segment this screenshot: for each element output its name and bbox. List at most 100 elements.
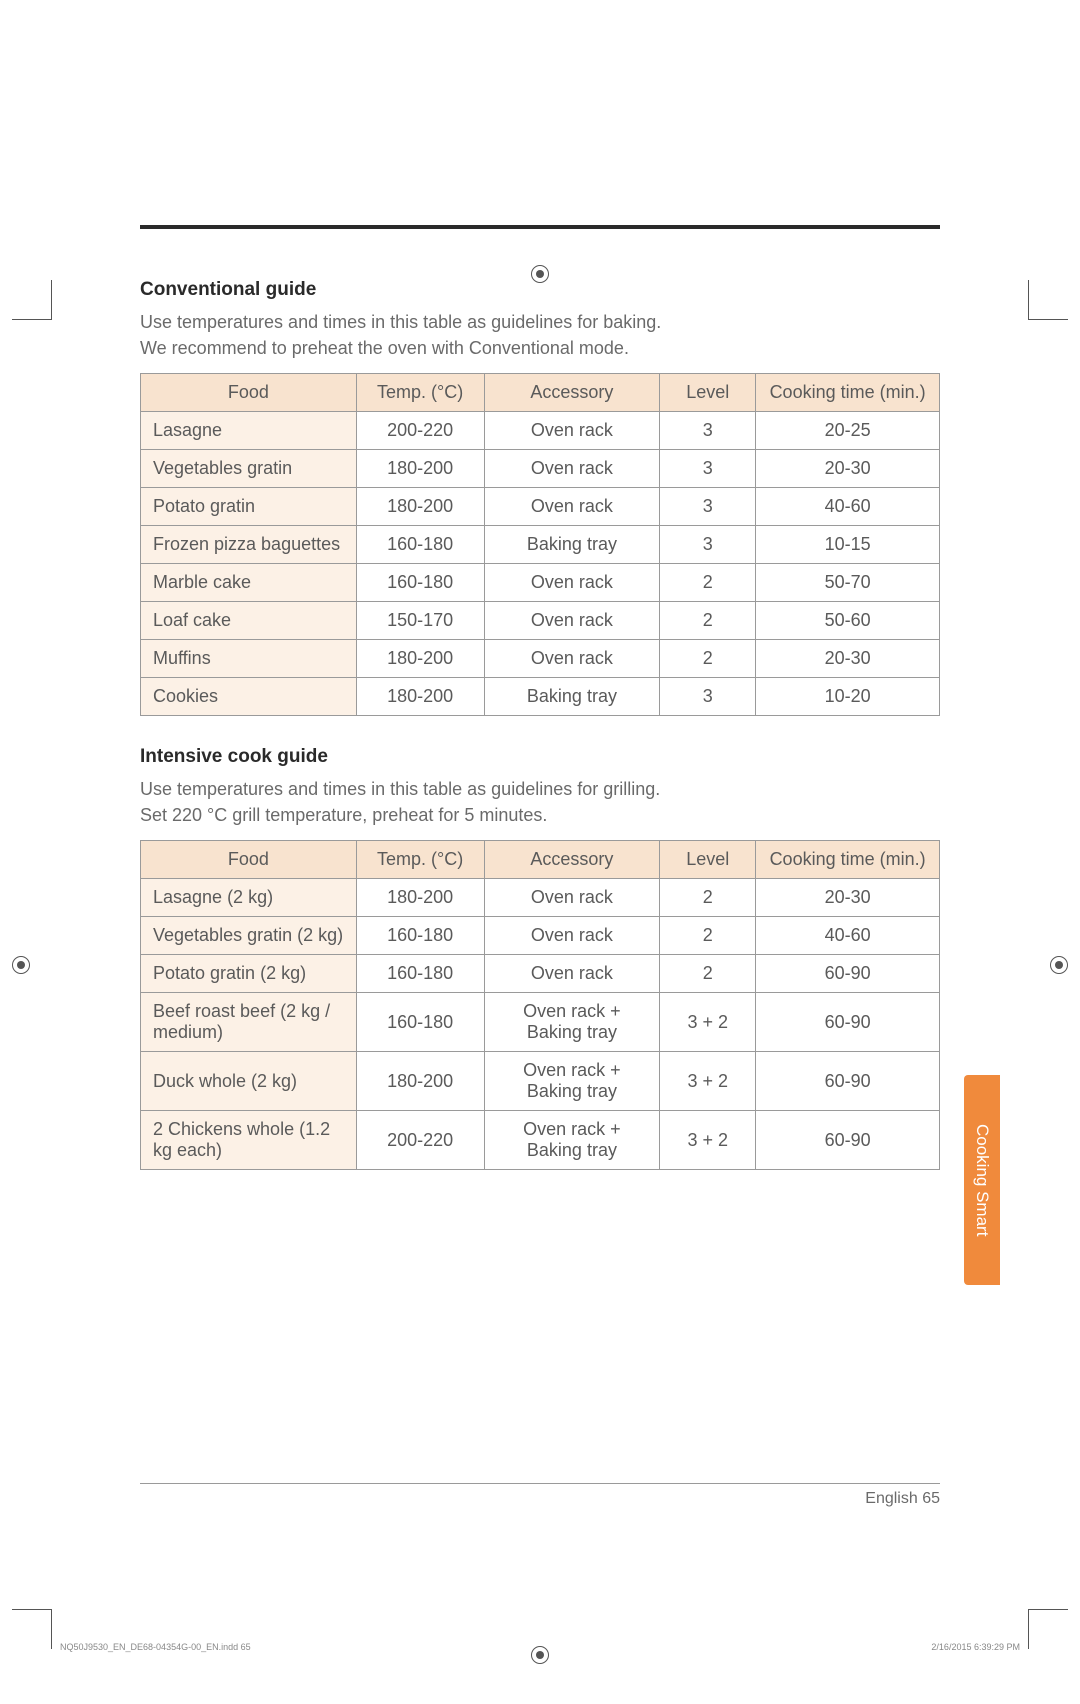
- registration-mark-bottom: [531, 1646, 549, 1664]
- registration-mark-right: [1050, 956, 1068, 974]
- cell-level: 3: [660, 450, 756, 488]
- cell-temp: 180-200: [356, 640, 484, 678]
- table-row: 2 Chickens whole (1.2 kg each)200-220Ove…: [141, 1111, 940, 1170]
- col-level: Level: [660, 841, 756, 879]
- intensive-table: Food Temp. (°C) Accessory Level Cooking …: [140, 840, 940, 1170]
- cell-time: 20-25: [756, 412, 940, 450]
- cell-temp: 180-200: [356, 879, 484, 917]
- cell-time: 60-90: [756, 993, 940, 1052]
- table-row: Vegetables gratin180-200Oven rack320-30: [141, 450, 940, 488]
- table-row: Marble cake160-180Oven rack250-70: [141, 564, 940, 602]
- footer-rule: [140, 1483, 940, 1484]
- section1-desc: Use temperatures and times in this table…: [140, 309, 940, 361]
- cell-food: Potato gratin (2 kg): [141, 955, 357, 993]
- cell-accessory: Baking tray: [484, 526, 660, 564]
- cell-temp: 180-200: [356, 1052, 484, 1111]
- cell-accessory: Oven rack: [484, 450, 660, 488]
- cell-accessory: Oven rack: [484, 564, 660, 602]
- section2-desc-line1: Use temperatures and times in this table…: [140, 779, 660, 799]
- col-time: Cooking time (min.): [756, 374, 940, 412]
- table-row: Beef roast beef (2 kg / medium)160-180Ov…: [141, 993, 940, 1052]
- cell-food: Vegetables gratin (2 kg): [141, 917, 357, 955]
- cell-temp: 200-220: [356, 1111, 484, 1170]
- cell-accessory: Oven rack + Baking tray: [484, 1052, 660, 1111]
- cell-food: Frozen pizza baguettes: [141, 526, 357, 564]
- cell-temp: 160-180: [356, 993, 484, 1052]
- registration-mark-left: [12, 956, 30, 974]
- table-row: Duck whole (2 kg)180-200Oven rack + Baki…: [141, 1052, 940, 1111]
- table-row: Cookies180-200Baking tray310-20: [141, 678, 940, 716]
- cell-time: 60-90: [756, 1111, 940, 1170]
- cell-food: Beef roast beef (2 kg / medium): [141, 993, 357, 1052]
- cell-accessory: Oven rack + Baking tray: [484, 1111, 660, 1170]
- cell-food: Loaf cake: [141, 602, 357, 640]
- cell-temp: 200-220: [356, 412, 484, 450]
- cell-food: Muffins: [141, 640, 357, 678]
- cell-accessory: Oven rack: [484, 602, 660, 640]
- cell-food: Duck whole (2 kg): [141, 1052, 357, 1111]
- cell-time: 40-60: [756, 917, 940, 955]
- cell-temp: 180-200: [356, 450, 484, 488]
- cell-level: 3 + 2: [660, 1052, 756, 1111]
- cell-accessory: Oven rack: [484, 955, 660, 993]
- crop-mark-tr: [1028, 280, 1068, 320]
- cell-accessory: Baking tray: [484, 678, 660, 716]
- cell-level: 2: [660, 955, 756, 993]
- col-accessory: Accessory: [484, 374, 660, 412]
- cell-accessory: Oven rack: [484, 488, 660, 526]
- cell-level: 2: [660, 640, 756, 678]
- footer-timestamp: 2/16/2015 6:39:29 PM: [931, 1642, 1020, 1652]
- cell-level: 3: [660, 412, 756, 450]
- col-accessory: Accessory: [484, 841, 660, 879]
- cell-level: 2: [660, 564, 756, 602]
- cell-accessory: Oven rack + Baking tray: [484, 993, 660, 1052]
- conventional-table: Food Temp. (°C) Accessory Level Cooking …: [140, 373, 940, 716]
- cell-food: Marble cake: [141, 564, 357, 602]
- cell-level: 2: [660, 602, 756, 640]
- table-row: Lasagne (2 kg)180-200Oven rack220-30: [141, 879, 940, 917]
- table-row: Frozen pizza baguettes160-180Baking tray…: [141, 526, 940, 564]
- col-food: Food: [141, 841, 357, 879]
- cell-food: Cookies: [141, 678, 357, 716]
- cell-time: 10-15: [756, 526, 940, 564]
- cell-level: 2: [660, 917, 756, 955]
- col-food: Food: [141, 374, 357, 412]
- cell-time: 50-60: [756, 602, 940, 640]
- cell-food: Potato gratin: [141, 488, 357, 526]
- col-time: Cooking time (min.): [756, 841, 940, 879]
- cell-food: 2 Chickens whole (1.2 kg each): [141, 1111, 357, 1170]
- top-rule: [140, 225, 940, 229]
- table-row: Vegetables gratin (2 kg)160-180Oven rack…: [141, 917, 940, 955]
- cell-time: 20-30: [756, 640, 940, 678]
- section2-desc-line2: Set 220 °C grill temperature, preheat fo…: [140, 805, 547, 825]
- cell-level: 3: [660, 488, 756, 526]
- section1-desc-line2: We recommend to preheat the oven with Co…: [140, 338, 629, 358]
- section2-heading: Intensive cook guide: [140, 746, 940, 768]
- table-row: Lasagne200-220Oven rack320-25: [141, 412, 940, 450]
- crop-mark-tl: [12, 280, 52, 320]
- cell-level: 3: [660, 526, 756, 564]
- col-level: Level: [660, 374, 756, 412]
- table-row: Loaf cake150-170Oven rack250-60: [141, 602, 940, 640]
- cell-level: 3 + 2: [660, 993, 756, 1052]
- cell-level: 3 + 2: [660, 1111, 756, 1170]
- cell-time: 10-20: [756, 678, 940, 716]
- cell-temp: 150-170: [356, 602, 484, 640]
- cell-time: 60-90: [756, 1052, 940, 1111]
- cell-food: Vegetables gratin: [141, 450, 357, 488]
- table-row: Potato gratin (2 kg)160-180Oven rack260-…: [141, 955, 940, 993]
- table-row: Muffins180-200Oven rack220-30: [141, 640, 940, 678]
- table-row: Potato gratin180-200Oven rack340-60: [141, 488, 940, 526]
- table-header-row: Food Temp. (°C) Accessory Level Cooking …: [141, 374, 940, 412]
- cell-temp: 180-200: [356, 488, 484, 526]
- cell-temp: 160-180: [356, 526, 484, 564]
- footer-lang-page: English 65: [865, 1490, 940, 1508]
- cell-accessory: Oven rack: [484, 917, 660, 955]
- cell-accessory: Oven rack: [484, 412, 660, 450]
- section2-desc: Use temperatures and times in this table…: [140, 776, 940, 828]
- col-temp: Temp. (°C): [356, 841, 484, 879]
- col-temp: Temp. (°C): [356, 374, 484, 412]
- cell-temp: 180-200: [356, 678, 484, 716]
- cell-food: Lasagne: [141, 412, 357, 450]
- cell-accessory: Oven rack: [484, 879, 660, 917]
